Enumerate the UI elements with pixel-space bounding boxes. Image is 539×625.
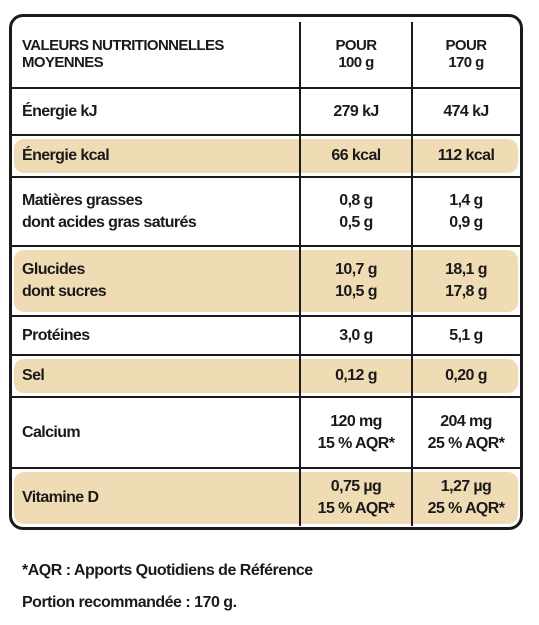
cell-text: Sel — [22, 367, 45, 384]
table-cell: 279 kJ — [300, 88, 412, 135]
cell-text: dont sucres — [22, 283, 107, 300]
footnote: *AQR : Apports Quotidiens de Référence — [22, 562, 313, 579]
cell-text: 474 kJ — [443, 102, 489, 120]
table-cell: 120 mg 15 % AQR* — [300, 397, 412, 468]
cell-text: POUR — [335, 37, 378, 54]
cell-text: 0,5 g — [339, 213, 373, 231]
cell-text: 5,1 g — [449, 326, 483, 344]
cell-text: Matières grasses — [22, 191, 143, 209]
table-cell: 3,0 g — [300, 316, 412, 355]
row-divider — [12, 245, 520, 247]
header-cell: POUR 100 g — [300, 20, 412, 88]
table-cell: 1,27 µg 25 % AQR* — [412, 468, 520, 528]
table-cell: Énergie kcal — [22, 135, 300, 177]
row-shade — [14, 359, 518, 393]
row-shade — [14, 250, 518, 312]
cell-text: Calcium — [22, 423, 81, 441]
row-divider — [12, 315, 520, 317]
cell-text: 1,4 g — [449, 191, 483, 209]
cell-text: 1,27 µg — [440, 478, 492, 495]
cell-text: 0,8 g — [339, 191, 373, 209]
column-divider — [299, 22, 301, 526]
cell-text: Vitamine D — [22, 489, 99, 506]
header-cell: VALEURS NUTRITIONNELLES MOYENNES — [22, 20, 300, 88]
table-cell: Matières grasses dont acides gras saturés — [22, 177, 300, 246]
cell-text: 0,9 g — [449, 213, 483, 231]
table-cell: 1,4 g 0,9 g — [412, 177, 520, 246]
cell-text: VALEURS NUTRITIONNELLES — [22, 37, 224, 54]
cell-text: 10,5 g — [335, 283, 377, 300]
cell-text: 120 mg — [330, 412, 382, 430]
header-cell: POUR 170 g — [412, 20, 520, 88]
cell-text: 170 g — [448, 54, 484, 71]
row-divider — [12, 354, 520, 356]
row-divider — [12, 396, 520, 398]
table-cell: Énergie kJ — [22, 88, 300, 135]
cell-text: Énergie kJ — [22, 102, 98, 120]
table-cell: 474 kJ — [412, 88, 520, 135]
table-cell: 18,1 g 17,8 g — [412, 246, 520, 316]
cell-text: 15 % AQR* — [317, 500, 395, 517]
table-cell: Protéines — [22, 316, 300, 355]
cell-text: MOYENNES — [22, 54, 104, 71]
table-cell: Glucides dont sucres — [22, 246, 300, 316]
cell-text: 0,12 g — [335, 367, 377, 384]
table-cell: 112 kcal — [412, 135, 520, 177]
cell-text: 17,8 g — [445, 283, 487, 300]
table-cell: 0,12 g — [300, 355, 412, 397]
cell-text: 204 mg — [440, 412, 492, 430]
cell-text: 0,20 g — [445, 367, 487, 384]
row-divider — [12, 176, 520, 178]
cell-text: 10,7 g — [335, 261, 377, 278]
row-divider — [12, 134, 520, 136]
table-cell: 0,8 g 0,5 g — [300, 177, 412, 246]
table-cell: Vitamine D — [22, 468, 300, 528]
table-frame — [9, 14, 523, 530]
table-cell: 0,75 µg 15 % AQR* — [300, 468, 412, 528]
row-shade — [14, 472, 518, 524]
cell-text: 66 kcal — [331, 147, 381, 164]
column-divider — [411, 22, 413, 526]
table-cell: 204 mg 25 % AQR* — [412, 397, 520, 468]
row-shade — [14, 139, 518, 173]
cell-text: 0,75 µg — [330, 478, 382, 495]
cell-text: 25 % AQR* — [427, 434, 505, 452]
cell-text: Énergie kcal — [22, 147, 110, 164]
cell-text: 15 % AQR* — [317, 434, 395, 452]
cell-text: Protéines — [22, 326, 90, 344]
cell-text: 100 g — [338, 54, 374, 71]
footnote: Portion recommandée : 170 g. — [22, 594, 237, 611]
cell-text: POUR — [445, 37, 488, 54]
row-divider — [12, 87, 520, 89]
table-cell: 5,1 g — [412, 316, 520, 355]
table-cell: 10,7 g 10,5 g — [300, 246, 412, 316]
cell-text: 3,0 g — [339, 326, 373, 344]
table-cell: Sel — [22, 355, 300, 397]
table-cell: 66 kcal — [300, 135, 412, 177]
cell-text: dont acides gras saturés — [22, 213, 197, 231]
cell-text: 112 kcal — [437, 147, 495, 164]
cell-text: 25 % AQR* — [427, 500, 505, 517]
table-cell: Calcium — [22, 397, 300, 468]
cell-text: Glucides — [22, 261, 85, 278]
row-divider — [12, 467, 520, 469]
cell-text: 18,1 g — [445, 261, 487, 278]
cell-text: 279 kJ — [333, 102, 379, 120]
table-cell: 0,20 g — [412, 355, 520, 397]
